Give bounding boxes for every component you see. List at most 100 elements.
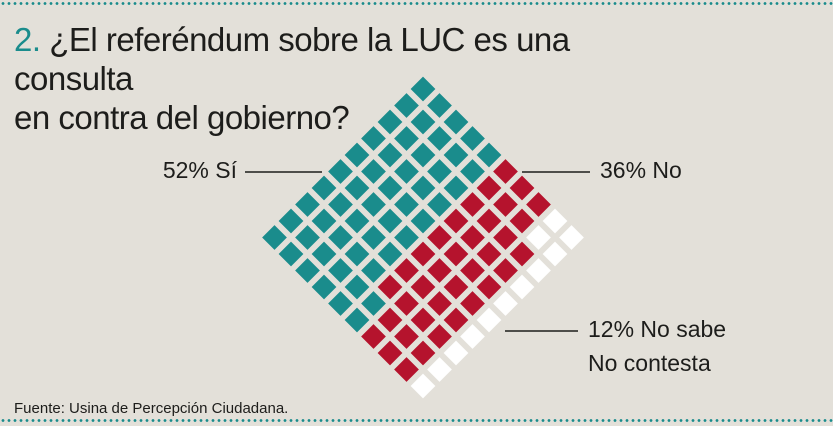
label-no: 36% No (600, 157, 682, 183)
waffle-square-s- (443, 109, 469, 135)
waffle-square-s- (377, 109, 403, 135)
waffle-square-no-sabe-no-contesta (509, 274, 535, 300)
waffle-square-s- (427, 93, 452, 118)
waffle-square-s- (311, 274, 337, 300)
waffle-square-no (493, 159, 518, 184)
waffle-squares (262, 76, 584, 399)
waffle-square-s- (377, 142, 403, 168)
waffle-square-no-sabe-no-contesta (559, 225, 584, 250)
waffle-square-s- (278, 241, 304, 267)
waffle-square-s- (328, 291, 353, 316)
waffle-square-no (460, 291, 485, 316)
waffle-square-s- (278, 208, 304, 234)
label-si: 52% Sí (163, 157, 238, 183)
waffle-square-s- (410, 208, 436, 234)
waffle-square-no (509, 208, 535, 234)
waffle-square-s- (394, 93, 419, 118)
waffle-square-no-sabe-no-contesta (443, 340, 469, 366)
waffle-square-no-sabe-no-contesta (542, 208, 568, 234)
waffle-square-s- (394, 225, 419, 250)
source-note: Fuente: Usina de Percepción Ciudadana. (14, 400, 289, 417)
waffle-square-s- (427, 126, 452, 151)
waffle-square-no (476, 241, 502, 267)
waffle-square-s- (443, 175, 469, 201)
waffle-square-no (443, 241, 469, 267)
waffle-square-no (443, 208, 469, 234)
waffle-square-s- (328, 258, 353, 283)
waffle-square-s- (443, 142, 469, 168)
waffle-square-s- (361, 159, 386, 184)
waffle-square-no (526, 192, 551, 217)
dotted-border-bottom (0, 419, 833, 422)
waffle-square-s- (427, 192, 452, 217)
waffle-square-no (410, 274, 436, 300)
label-no-sabe: 12% No sabe (588, 316, 726, 342)
waffle-square-s- (460, 126, 485, 151)
waffle-square-no (427, 324, 452, 349)
waffle-square-no (476, 175, 502, 201)
waffle-square-no (410, 340, 436, 366)
question-number: 2. (14, 21, 41, 58)
waffle-square-no (394, 258, 419, 283)
waffle-square-no (460, 258, 485, 283)
waffle-square-no (476, 274, 502, 300)
waffle-square-s- (295, 192, 320, 217)
waffle-square-no-sabe-no-contesta (493, 291, 518, 316)
waffle-square-no (361, 324, 386, 349)
waffle-square-s- (410, 142, 436, 168)
waffle-square-no (493, 225, 518, 250)
waffle-square-no (394, 324, 419, 349)
waffle-square-s- (361, 192, 386, 217)
title-line-1: ¿El referéndum sobre la LUC es una consu… (14, 21, 570, 97)
waffle-square-no-sabe-no-contesta (526, 225, 551, 250)
waffle-square-s- (377, 175, 403, 201)
waffle-square-no (476, 208, 502, 234)
waffle-square-s- (394, 159, 419, 184)
waffle-square-s- (361, 126, 386, 151)
waffle-square-s- (476, 142, 502, 168)
waffle-square-no (427, 225, 452, 250)
waffle-square-no-sabe-no-contesta (460, 324, 485, 349)
waffle-square-no (460, 192, 485, 217)
waffle-square-s- (427, 159, 452, 184)
waffle-square-no (394, 291, 419, 316)
waffle-square-s- (361, 291, 386, 316)
waffle-square-no (443, 307, 469, 333)
waffle-square-s- (344, 208, 370, 234)
waffle-square-no (460, 225, 485, 250)
waffle-square-s- (410, 76, 436, 102)
waffle-square-s- (311, 208, 337, 234)
waffle-square-no (443, 274, 469, 300)
waffle-square-s- (344, 274, 370, 300)
waffle-square-no (493, 258, 518, 283)
waffle-square-no-sabe-no-contesta (427, 357, 452, 382)
waffle-square-s- (295, 258, 320, 283)
waffle-square-no (509, 175, 535, 201)
waffle-square-s- (377, 208, 403, 234)
waffle-square-s- (344, 142, 370, 168)
waffle-square-no-sabe-no-contesta (410, 373, 436, 399)
waffle-square-s- (361, 258, 386, 283)
waffle-square-no-sabe-no-contesta (542, 241, 568, 267)
waffle-square-no (410, 241, 436, 267)
waffle-square-s- (311, 241, 337, 267)
waffle-square-no (493, 192, 518, 217)
waffle-square-s- (377, 241, 403, 267)
waffle-square-s- (344, 307, 370, 333)
waffle-square-no (377, 274, 403, 300)
waffle-square-s- (311, 175, 337, 201)
waffle-square-s- (344, 241, 370, 267)
waffle-square-s- (394, 126, 419, 151)
waffle-square-s- (394, 192, 419, 217)
waffle-square-s- (361, 225, 386, 250)
waffle-square-no (394, 357, 419, 382)
waffle-square-s- (344, 175, 370, 201)
waffle-square-s- (460, 159, 485, 184)
waffle-square-no-sabe-no-contesta (476, 307, 502, 333)
waffle-square-no-sabe-no-contesta (526, 258, 551, 283)
chart-title: 2. ¿El referéndum sobre la LUC es una co… (14, 20, 674, 137)
label-no-contesta: No contesta (588, 350, 711, 376)
waffle-square-s- (410, 109, 436, 135)
title-line-2: en contra del gobierno? (14, 99, 350, 136)
waffle-square-s- (328, 225, 353, 250)
